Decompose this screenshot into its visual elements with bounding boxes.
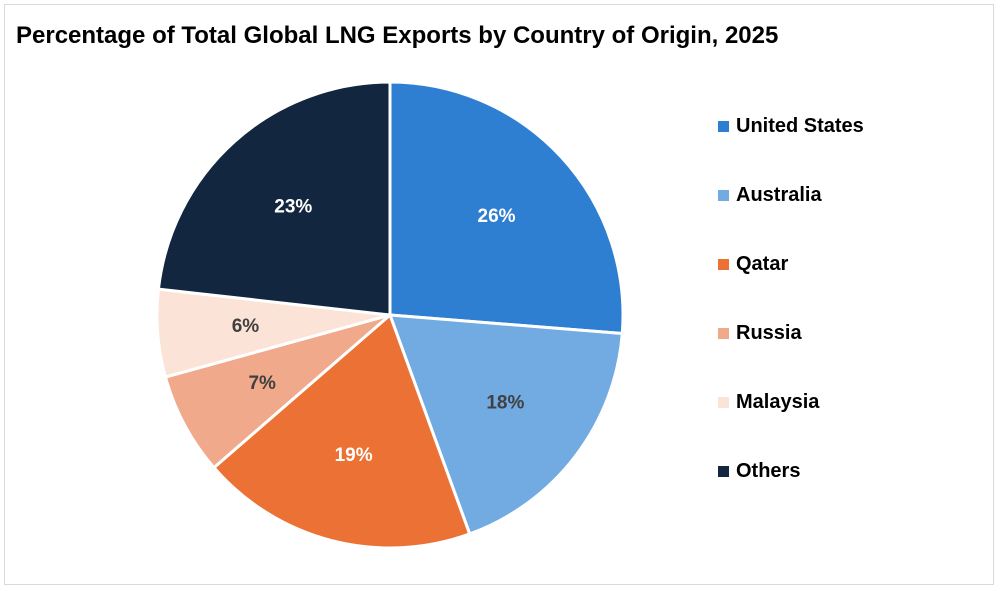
legend-label: Qatar: [736, 252, 789, 275]
legend-label: Australia: [736, 183, 822, 206]
data-label-others: 23%: [274, 196, 312, 217]
chart-title: Percentage of Total Global LNG Exports b…: [16, 22, 779, 49]
legend-label: United States: [736, 114, 864, 137]
legend-swatch: [718, 258, 729, 270]
data-label-australia: 18%: [486, 392, 524, 413]
legend-swatch: [718, 120, 729, 132]
legend-label: Russia: [736, 321, 802, 344]
legend-item-qatar: Qatar: [718, 247, 864, 281]
legend-label: Others: [736, 459, 801, 482]
data-label-malaysia: 6%: [232, 316, 260, 337]
legend-item-australia: Australia: [718, 178, 864, 212]
legend-item-others: Others: [718, 454, 864, 488]
data-label-russia: 7%: [248, 373, 276, 394]
pie-slice-russia: [163, 313, 392, 470]
legend-item-russia: Russia: [718, 316, 864, 350]
legend-swatch: [718, 327, 729, 339]
pie-slice-others: [156, 80, 392, 317]
legend-label: Malaysia: [736, 390, 820, 413]
legend-swatch: [718, 189, 729, 201]
pie-slice-australia: [388, 313, 624, 536]
pie-slice-united-states: [388, 80, 625, 335]
legend-item-united-states: United States: [718, 109, 864, 143]
legend-swatch: [718, 396, 729, 408]
data-label-qatar: 19%: [335, 445, 373, 466]
pie-slice-qatar: [212, 313, 472, 550]
data-label-united-states: 26%: [478, 206, 516, 227]
legend-item-malaysia: Malaysia: [718, 385, 864, 419]
legend-swatch: [718, 465, 729, 477]
chart-legend: United States Australia Qatar Russia Malaysi…: [718, 109, 864, 523]
